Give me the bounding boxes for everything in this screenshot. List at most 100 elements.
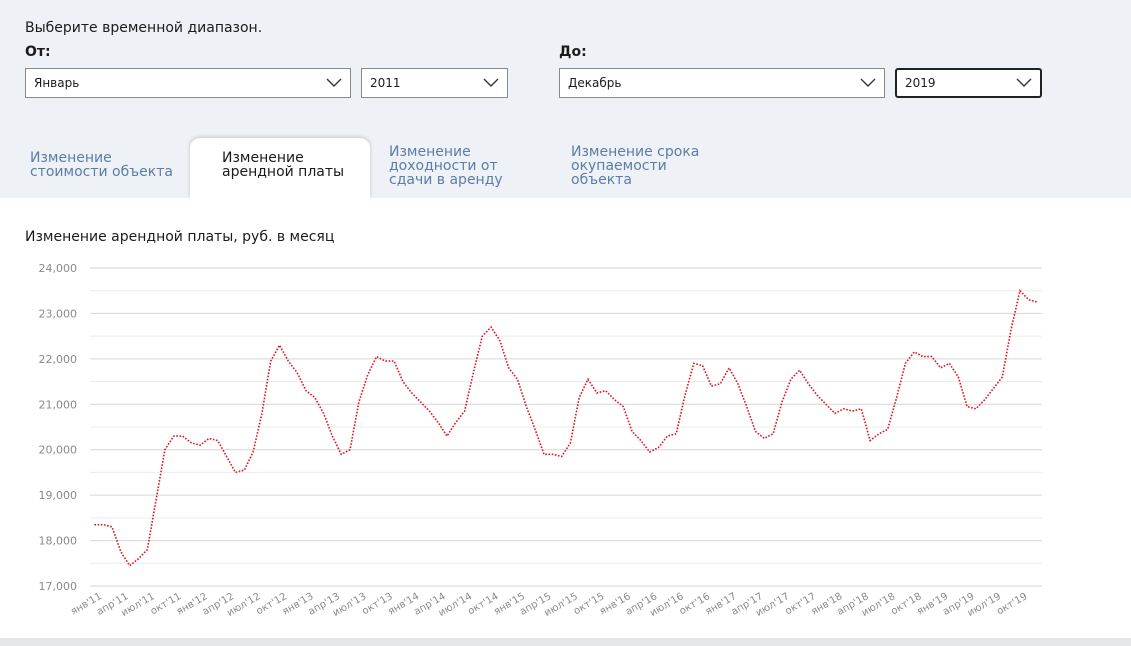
data-point xyxy=(709,384,713,388)
data-point xyxy=(269,359,273,363)
data-point xyxy=(225,455,229,459)
data-point xyxy=(701,364,705,368)
data-point xyxy=(595,391,599,395)
data-point xyxy=(348,448,352,452)
y-tick-label: 22,000 xyxy=(39,353,78,366)
data-point xyxy=(621,405,625,409)
data-point xyxy=(551,452,555,456)
data-point xyxy=(489,325,493,329)
data-point xyxy=(154,498,158,502)
data-point xyxy=(903,361,907,365)
from-year-value: 2011 xyxy=(370,76,401,90)
data-point xyxy=(119,550,123,554)
data-point xyxy=(639,439,643,443)
data-point xyxy=(604,389,608,393)
range-prompt: Выберите временной диапазон. xyxy=(25,20,263,36)
data-point xyxy=(1036,300,1040,304)
data-point xyxy=(454,420,458,424)
chevron-down-icon xyxy=(326,78,342,87)
data-point xyxy=(939,366,943,370)
data-point xyxy=(692,361,696,365)
data-point xyxy=(560,455,564,459)
filter-area: Выберите временной диапазон. От: До: Янв… xyxy=(0,0,1131,198)
data-point xyxy=(189,441,193,445)
data-point xyxy=(410,391,414,395)
y-tick-label: 21,000 xyxy=(39,398,78,411)
data-point xyxy=(419,400,423,404)
data-point xyxy=(533,427,537,431)
data-point xyxy=(762,436,766,440)
tab-label-line: арендной платы xyxy=(222,164,345,180)
data-point xyxy=(727,366,731,370)
data-point xyxy=(542,452,546,456)
data-point xyxy=(110,525,114,529)
y-tick-label: 19,000 xyxy=(39,489,78,502)
data-point xyxy=(128,564,132,568)
tab-label-line: Изменение xyxy=(222,150,304,166)
data-point xyxy=(859,407,863,411)
data-point xyxy=(992,386,996,390)
data-point xyxy=(366,373,370,377)
data-point xyxy=(657,445,661,449)
chevron-down-icon xyxy=(860,78,876,87)
data-point xyxy=(436,420,440,424)
data-point xyxy=(92,523,96,527)
data-point xyxy=(445,434,449,438)
y-tick-label: 18,000 xyxy=(39,535,78,548)
data-point xyxy=(612,398,616,402)
chart-panel xyxy=(0,198,1131,638)
data-point xyxy=(216,439,220,443)
data-point xyxy=(233,470,237,474)
data-point xyxy=(895,395,899,399)
chevron-down-icon xyxy=(483,78,499,87)
to-month-select[interactable]: Декабрь xyxy=(559,68,885,98)
chevron-down-icon xyxy=(1016,78,1032,87)
data-point xyxy=(983,398,987,402)
data-point xyxy=(956,375,960,379)
tab-payback[interactable]: Изменение срока окупаемости объекта xyxy=(565,138,735,198)
data-point xyxy=(930,355,934,359)
data-point xyxy=(498,339,502,343)
to-year-select[interactable]: 2019 xyxy=(895,68,1042,98)
data-point xyxy=(630,430,634,434)
data-point xyxy=(383,359,387,363)
data-point xyxy=(789,377,793,381)
data-point xyxy=(833,411,837,415)
data-point xyxy=(974,407,978,411)
data-point xyxy=(278,343,282,347)
data-point xyxy=(524,405,528,409)
data-point xyxy=(295,370,299,374)
data-point xyxy=(780,400,784,404)
chart-title: Изменение арендной платы, руб. в месяц xyxy=(25,229,335,245)
tab-rental-yield[interactable]: Изменение доходности от сдачи в аренду xyxy=(383,138,553,198)
data-point xyxy=(163,448,167,452)
from-month-value: Январь xyxy=(34,76,80,90)
data-point xyxy=(824,402,828,406)
tab-label-line: Изменение xyxy=(389,144,471,160)
from-month-select[interactable]: Январь xyxy=(25,68,351,98)
data-point xyxy=(577,395,581,399)
data-point xyxy=(260,411,264,415)
data-point xyxy=(480,334,484,338)
data-point xyxy=(1018,289,1022,293)
data-point xyxy=(101,523,105,527)
data-point xyxy=(313,395,317,399)
data-point xyxy=(798,368,802,372)
data-point xyxy=(877,432,881,436)
data-point xyxy=(754,430,758,434)
data-point xyxy=(1009,327,1013,331)
data-point xyxy=(842,407,846,411)
tab-label-line: сдачи в аренду xyxy=(389,172,503,188)
from-year-select[interactable]: 2011 xyxy=(361,68,508,98)
tab-property-value[interactable]: Изменение стоимости объекта xyxy=(24,138,184,198)
y-tick-label: 17,000 xyxy=(39,580,78,593)
data-point xyxy=(568,441,572,445)
data-point xyxy=(648,450,652,454)
tab-rent[interactable]: Изменение арендной платы xyxy=(190,138,370,198)
tab-label-line: доходности от xyxy=(389,158,498,174)
data-point xyxy=(683,393,687,397)
data-point xyxy=(136,557,140,561)
data-point xyxy=(242,468,246,472)
data-point xyxy=(401,380,405,384)
data-point xyxy=(207,436,211,440)
